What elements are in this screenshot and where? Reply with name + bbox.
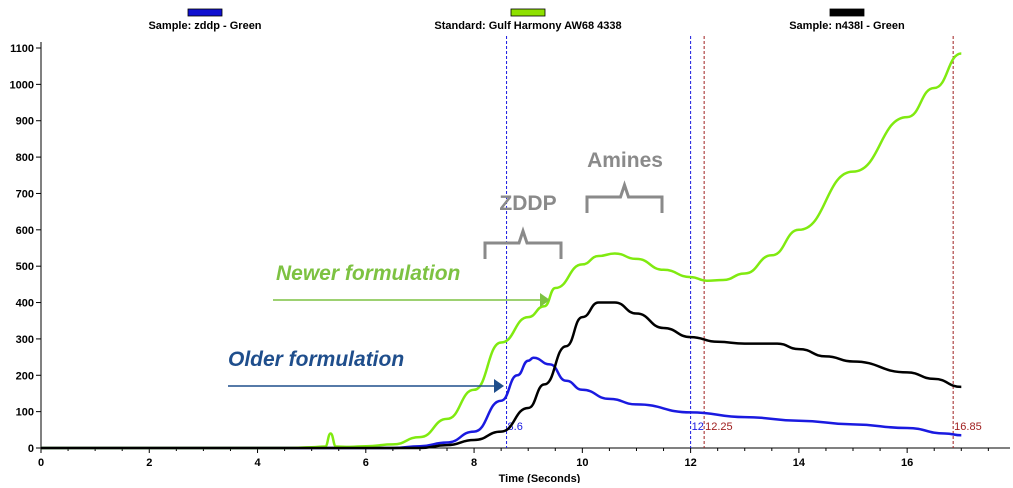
x-tick-label: 6 bbox=[363, 457, 369, 469]
series-line bbox=[41, 52, 962, 450]
newer-formulation-arrowhead bbox=[540, 293, 550, 307]
y-tick-label: 300 bbox=[16, 334, 34, 346]
x-tick-label: 2 bbox=[146, 457, 152, 469]
legend: Sample: zddp - Green Standard: Gulf Harmo… bbox=[148, 8, 905, 32]
y-tick-label: 200 bbox=[16, 370, 34, 382]
y-tick-label: 100 bbox=[16, 407, 34, 419]
x-tick-label: 16 bbox=[901, 457, 913, 469]
legend-label: Standard: Gulf Harmony AW68 4338 bbox=[434, 20, 621, 32]
vertical-markers: 8.6 12 12.25 16.85 bbox=[506, 36, 982, 448]
legend-swatch bbox=[510, 8, 546, 17]
series-lines bbox=[41, 52, 962, 450]
legend-swatch bbox=[829, 8, 865, 17]
zddp-bracket bbox=[483, 226, 563, 259]
annotations: ZDDP Amines Newer formulation Older form… bbox=[228, 149, 664, 393]
y-tick-label: 700 bbox=[16, 188, 34, 200]
zddp-annotation: ZDDP bbox=[499, 192, 556, 215]
x-ticks: 0 2 4 6 8 10 12 14 16 bbox=[38, 448, 989, 469]
vertical-marker-label: 12 bbox=[692, 421, 704, 433]
y-tick-label: 0 bbox=[28, 443, 34, 455]
y-tick-label: 400 bbox=[16, 298, 34, 310]
y-ticks: 0 100 200 300 400 500 600 700 800 900 1000 1100 bbox=[10, 43, 41, 455]
x-tick-label: 14 bbox=[793, 457, 806, 469]
x-tick-label: 8 bbox=[471, 457, 477, 469]
y-tick-label: 500 bbox=[16, 261, 34, 273]
vertical-marker-label: 12.25 bbox=[705, 421, 733, 433]
y-tick-label: 800 bbox=[16, 152, 34, 164]
series-line bbox=[41, 356, 962, 450]
amines-bracket bbox=[585, 180, 664, 213]
legend-swatch bbox=[187, 8, 223, 17]
series-line bbox=[41, 301, 962, 450]
y-tick-label: 1000 bbox=[10, 79, 34, 91]
newer-formulation-annotation: Newer formulation bbox=[276, 262, 460, 285]
x-tick-label: 10 bbox=[576, 457, 588, 469]
older-formulation-annotation: Older formulation bbox=[228, 348, 404, 371]
y-tick-label: 900 bbox=[16, 116, 34, 128]
x-tick-label: 12 bbox=[684, 457, 696, 469]
legend-label: Sample: n438l - Green bbox=[789, 20, 905, 32]
y-tick-label: 1100 bbox=[10, 43, 34, 55]
older-formulation-arrowhead bbox=[494, 379, 504, 393]
y-tick-label: 600 bbox=[16, 225, 34, 237]
x-tick-label: 0 bbox=[38, 457, 44, 469]
x-tick-label: 4 bbox=[254, 457, 261, 469]
vertical-marker-label: 16.85 bbox=[954, 421, 982, 433]
legend-label: Sample: zddp - Green bbox=[148, 20, 261, 32]
chart-axes bbox=[40, 42, 1010, 449]
x-axis-label: Time (Seconds) bbox=[499, 473, 581, 483]
amines-annotation: Amines bbox=[587, 149, 663, 172]
